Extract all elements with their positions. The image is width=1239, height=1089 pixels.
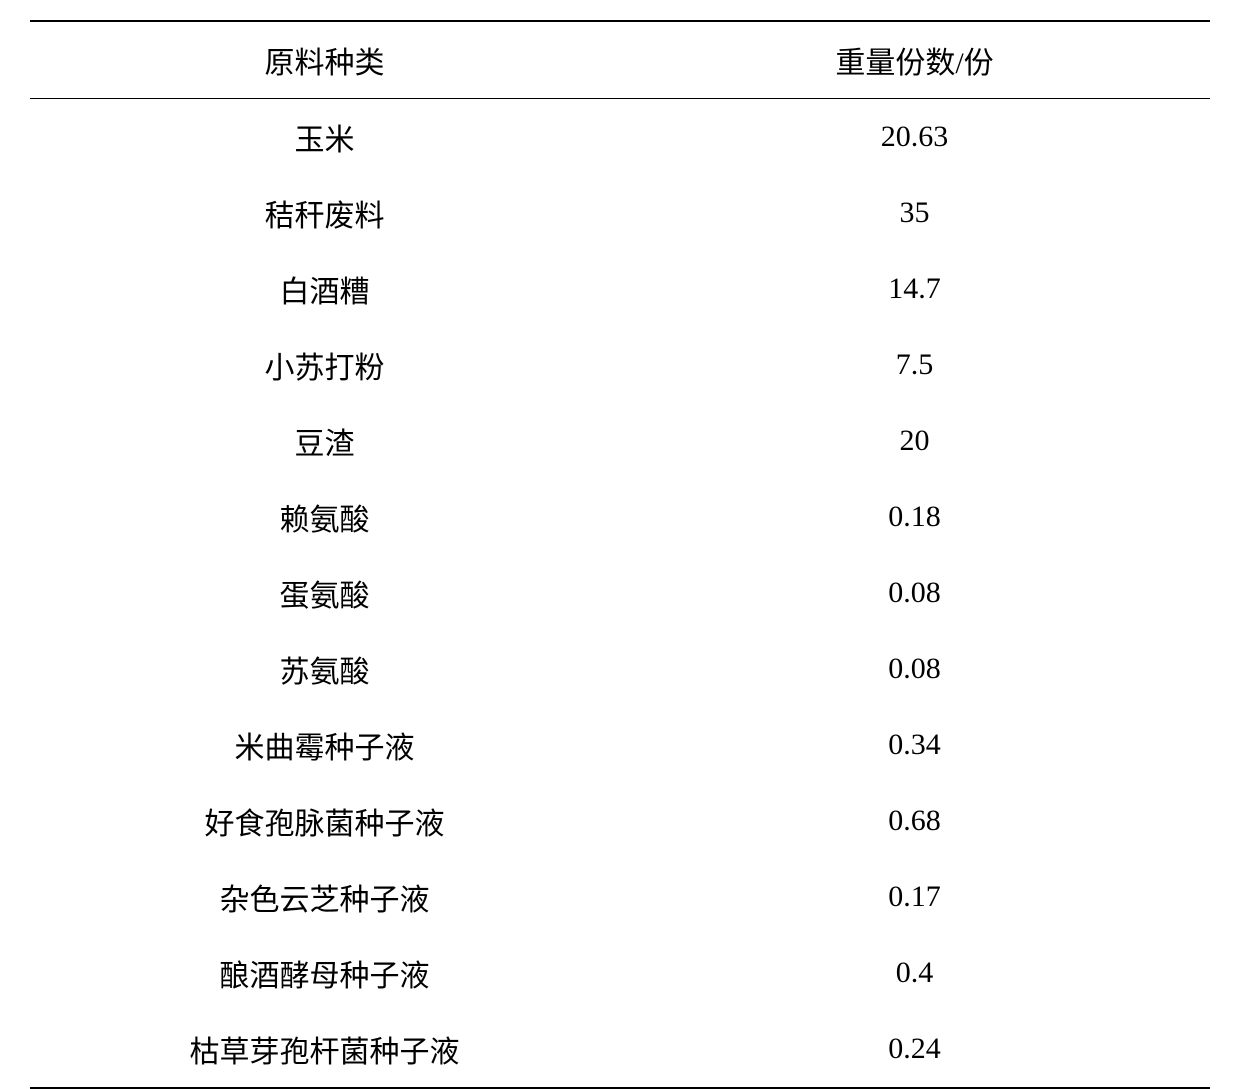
ingredient-name: 秸秆废料	[30, 175, 620, 251]
table-row: 枯草芽孢杆菌种子液 0.24	[30, 1011, 1210, 1088]
table-row: 米曲霉种子液 0.34	[30, 707, 1210, 783]
ingredient-weight: 20.63	[620, 99, 1210, 176]
table-row: 杂色云芝种子液 0.17	[30, 859, 1210, 935]
table-row: 秸秆废料 35	[30, 175, 1210, 251]
ingredient-name: 玉米	[30, 99, 620, 176]
table-row: 苏氨酸 0.08	[30, 631, 1210, 707]
table-header-row: 原料种类 重量份数/份	[30, 21, 1210, 99]
ingredients-table: 原料种类 重量份数/份 玉米 20.63 秸秆废料 35 白酒糟 14.7 小苏…	[30, 20, 1210, 1089]
ingredient-weight: 7.5	[620, 327, 1210, 403]
table-row: 蛋氨酸 0.08	[30, 555, 1210, 631]
ingredient-weight: 35	[620, 175, 1210, 251]
column-header-ingredient: 原料种类	[30, 21, 620, 99]
ingredients-table-container: 原料种类 重量份数/份 玉米 20.63 秸秆废料 35 白酒糟 14.7 小苏…	[30, 20, 1210, 1089]
ingredient-weight: 0.4	[620, 935, 1210, 1011]
ingredient-weight: 14.7	[620, 251, 1210, 327]
table-row: 小苏打粉 7.5	[30, 327, 1210, 403]
ingredient-weight: 0.08	[620, 631, 1210, 707]
ingredient-weight: 0.08	[620, 555, 1210, 631]
ingredient-weight: 0.34	[620, 707, 1210, 783]
ingredient-name: 赖氨酸	[30, 479, 620, 555]
table-row: 豆渣 20	[30, 403, 1210, 479]
ingredient-weight: 0.68	[620, 783, 1210, 859]
ingredient-name: 好食孢脉菌种子液	[30, 783, 620, 859]
ingredient-weight: 20	[620, 403, 1210, 479]
column-header-weight: 重量份数/份	[620, 21, 1210, 99]
table-row: 赖氨酸 0.18	[30, 479, 1210, 555]
table-row: 好食孢脉菌种子液 0.68	[30, 783, 1210, 859]
ingredient-name: 蛋氨酸	[30, 555, 620, 631]
table-row: 白酒糟 14.7	[30, 251, 1210, 327]
ingredient-name: 豆渣	[30, 403, 620, 479]
ingredient-weight: 0.18	[620, 479, 1210, 555]
table-row: 玉米 20.63	[30, 99, 1210, 176]
ingredient-name: 枯草芽孢杆菌种子液	[30, 1011, 620, 1088]
ingredient-name: 米曲霉种子液	[30, 707, 620, 783]
ingredient-name: 杂色云芝种子液	[30, 859, 620, 935]
ingredient-weight: 0.24	[620, 1011, 1210, 1088]
table-row: 酿酒酵母种子液 0.4	[30, 935, 1210, 1011]
ingredient-weight: 0.17	[620, 859, 1210, 935]
ingredient-name: 白酒糟	[30, 251, 620, 327]
ingredient-name: 酿酒酵母种子液	[30, 935, 620, 1011]
ingredient-name: 苏氨酸	[30, 631, 620, 707]
table-body: 玉米 20.63 秸秆废料 35 白酒糟 14.7 小苏打粉 7.5 豆渣 20…	[30, 99, 1210, 1089]
ingredient-name: 小苏打粉	[30, 327, 620, 403]
